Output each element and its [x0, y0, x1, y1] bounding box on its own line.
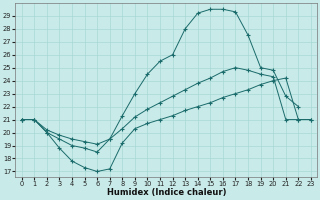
- X-axis label: Humidex (Indice chaleur): Humidex (Indice chaleur): [107, 188, 226, 197]
